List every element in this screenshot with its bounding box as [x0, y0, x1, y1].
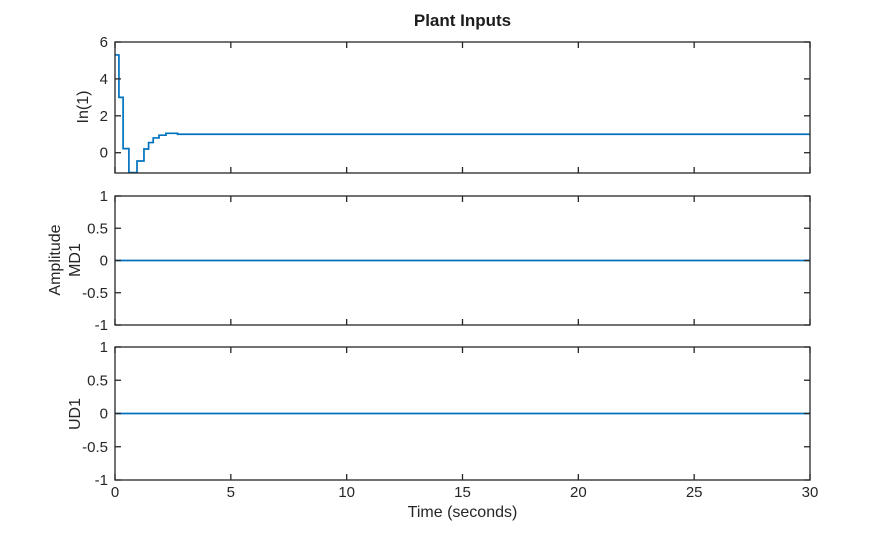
signal-line [115, 54, 810, 174]
y-tick-label: 0.5 [87, 372, 108, 389]
y-tick-label: 2 [100, 108, 108, 125]
x-tick-label: 10 [338, 484, 355, 501]
y-tick-label: 4 [100, 71, 108, 88]
x-tick-label: 25 [686, 484, 703, 501]
y-tick-label: -0.5 [82, 439, 108, 456]
y-tick-label: -1 [95, 317, 108, 334]
y-tick-label: 1 [100, 188, 108, 205]
x-tick-label: 0 [111, 484, 119, 501]
x-tick-label: 15 [454, 484, 471, 501]
x-tick-label: 20 [570, 484, 587, 501]
x-tick-label: 30 [802, 484, 819, 501]
ylabel-md1: MD1 [67, 243, 84, 277]
y-tick-label: 6 [100, 34, 108, 51]
y-tick-label: 0.5 [87, 220, 108, 237]
xlabel-time: Time (seconds) [407, 504, 518, 521]
ylabel-in1: In(1) [75, 90, 92, 124]
y-tick-label: 0 [100, 145, 108, 162]
ylabel-ud1: UD1 [67, 397, 84, 431]
y-tick-label: -1 [95, 472, 108, 489]
y-tick-label: 1 [100, 339, 108, 356]
axes-box [114, 41, 811, 174]
x-tick-label: 5 [227, 484, 235, 501]
plot-title: Plant Inputs [413, 11, 512, 30]
y-tick-label: 0 [100, 253, 108, 270]
ylabel-amplitude: Amplitude [47, 224, 64, 296]
y-tick-label: 0 [100, 406, 108, 423]
y-tick-label: -0.5 [82, 285, 108, 302]
